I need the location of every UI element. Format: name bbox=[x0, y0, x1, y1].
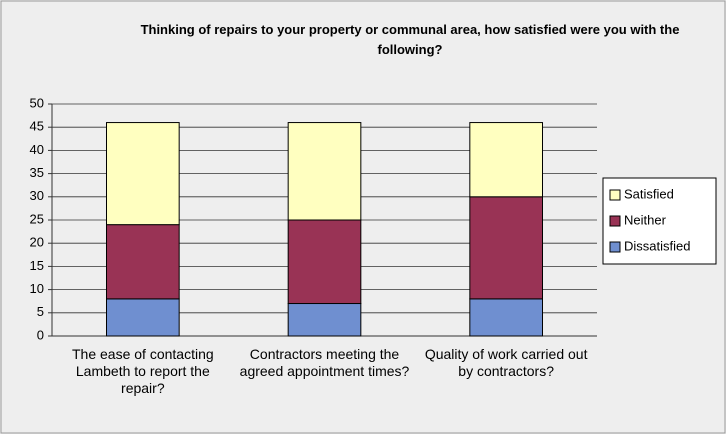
bar-segment bbox=[106, 122, 180, 226]
legend-label: Satisfied bbox=[624, 186, 674, 201]
y-tick-label: 10 bbox=[30, 281, 44, 296]
y-tick-label: 30 bbox=[30, 188, 44, 203]
bar-segment bbox=[287, 303, 362, 337]
y-tick-label: 25 bbox=[30, 211, 44, 226]
y-tick-label: 15 bbox=[30, 258, 44, 273]
y-tick-label: 45 bbox=[30, 119, 44, 134]
legend-label: Neither bbox=[624, 212, 667, 227]
bar-segment bbox=[469, 122, 544, 198]
legend-swatch bbox=[609, 189, 621, 201]
chart-title: Thinking of repairs to your property or … bbox=[140, 22, 680, 57]
y-tick-label: 0 bbox=[37, 327, 44, 342]
bar-segment bbox=[106, 224, 180, 300]
bar-segment bbox=[469, 298, 544, 337]
y-tick-label: 5 bbox=[37, 304, 44, 319]
x-tick-label: The ease of contacting Lambeth to report… bbox=[72, 346, 214, 396]
legend-swatch bbox=[609, 241, 621, 253]
legend-label: Dissatisfied bbox=[624, 238, 690, 253]
bar-segment bbox=[287, 122, 362, 221]
bar-segment bbox=[469, 196, 544, 300]
x-tick-label: Contractors meeting the agreed appointme… bbox=[239, 346, 410, 379]
legend-box bbox=[602, 177, 717, 265]
legend-swatch bbox=[609, 215, 621, 227]
x-tick-label: Quality of work carried out by contracto… bbox=[424, 346, 588, 379]
bar-segment bbox=[287, 219, 362, 305]
y-tick-label: 50 bbox=[30, 95, 44, 110]
y-tick-label: 40 bbox=[30, 142, 44, 157]
y-tick-label: 35 bbox=[30, 165, 44, 180]
y-tick-label: 20 bbox=[30, 235, 44, 250]
bar-segment bbox=[106, 298, 180, 337]
